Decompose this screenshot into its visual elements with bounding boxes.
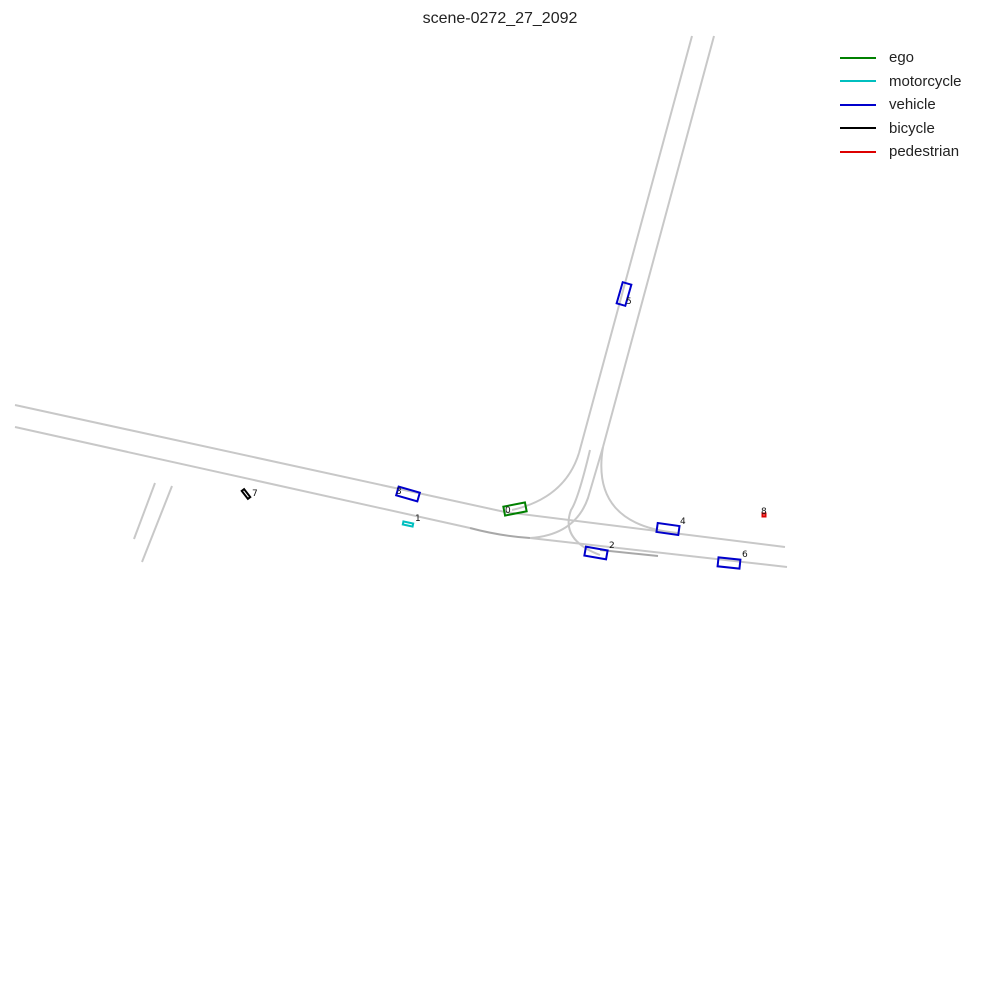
agent-box [655,521,681,537]
lane-line [529,446,604,539]
legend-label: bicycle [889,119,935,137]
legend-swatch [840,56,876,59]
lane-line [599,549,659,557]
agent-5: 5 [615,280,633,308]
agent-8: 8 [761,507,767,518]
legend-swatch [840,80,876,83]
agent-label: 8 [761,507,767,517]
lane-line [133,482,156,540]
legend-item-motorcycle: motorcycle [840,70,962,94]
agent-box [401,520,415,528]
agents: 0 1 2 3 4 5 6 7 [240,280,767,570]
legend-swatch [840,150,876,153]
scene-title: scene-0272_27_2092 [422,10,578,27]
agent-2: 2 [583,541,615,561]
agent-box [716,556,742,570]
legend-label: pedestrian [889,143,960,161]
agent-box [240,487,252,501]
road-lanes [14,35,788,568]
lane-line [469,527,531,539]
agent-label: 5 [626,297,632,307]
lane-line [14,426,471,529]
agent-box [583,545,609,561]
agent-label: 1 [415,514,421,524]
lane-line [567,449,601,556]
agent-box [761,512,767,518]
agent-box [502,501,528,517]
agent-box [394,485,422,503]
legend: ego motorcycle vehicle bicycle pedestria… [840,46,962,164]
agent-label: 3 [396,487,402,497]
agent-label: 7 [252,489,258,499]
lane-line [602,35,715,448]
lane-line [14,404,506,513]
legend-swatch [840,103,876,106]
legend-label: ego [889,49,915,67]
lane-line [504,511,786,548]
lane-line [578,35,693,454]
legend-item-bicycle: bicycle [840,117,962,141]
lane-line [511,452,580,511]
legend-label: vehicle [889,96,936,114]
lane-line [141,485,173,563]
legend-item-pedestrian: pedestrian [840,140,962,164]
agent-3: 3 [394,485,422,503]
agent-label: 0 [505,506,511,516]
agent-4: 4 [655,517,686,537]
agent-label: 4 [680,517,686,527]
legend-swatch [840,127,876,130]
lane-line [529,537,788,568]
agent-0: 0 [502,501,528,517]
legend-item-ego: ego [840,46,962,70]
agent-7: 7 [240,487,258,501]
agent-label: 2 [609,541,615,551]
legend-item-vehicle: vehicle [840,93,962,117]
agent-label: 6 [742,550,748,560]
legend-label: motorcycle [889,72,962,90]
agent-box [615,280,633,308]
agent-1: 1 [401,514,421,528]
lane-line [600,446,679,534]
agent-6: 6 [716,550,748,570]
